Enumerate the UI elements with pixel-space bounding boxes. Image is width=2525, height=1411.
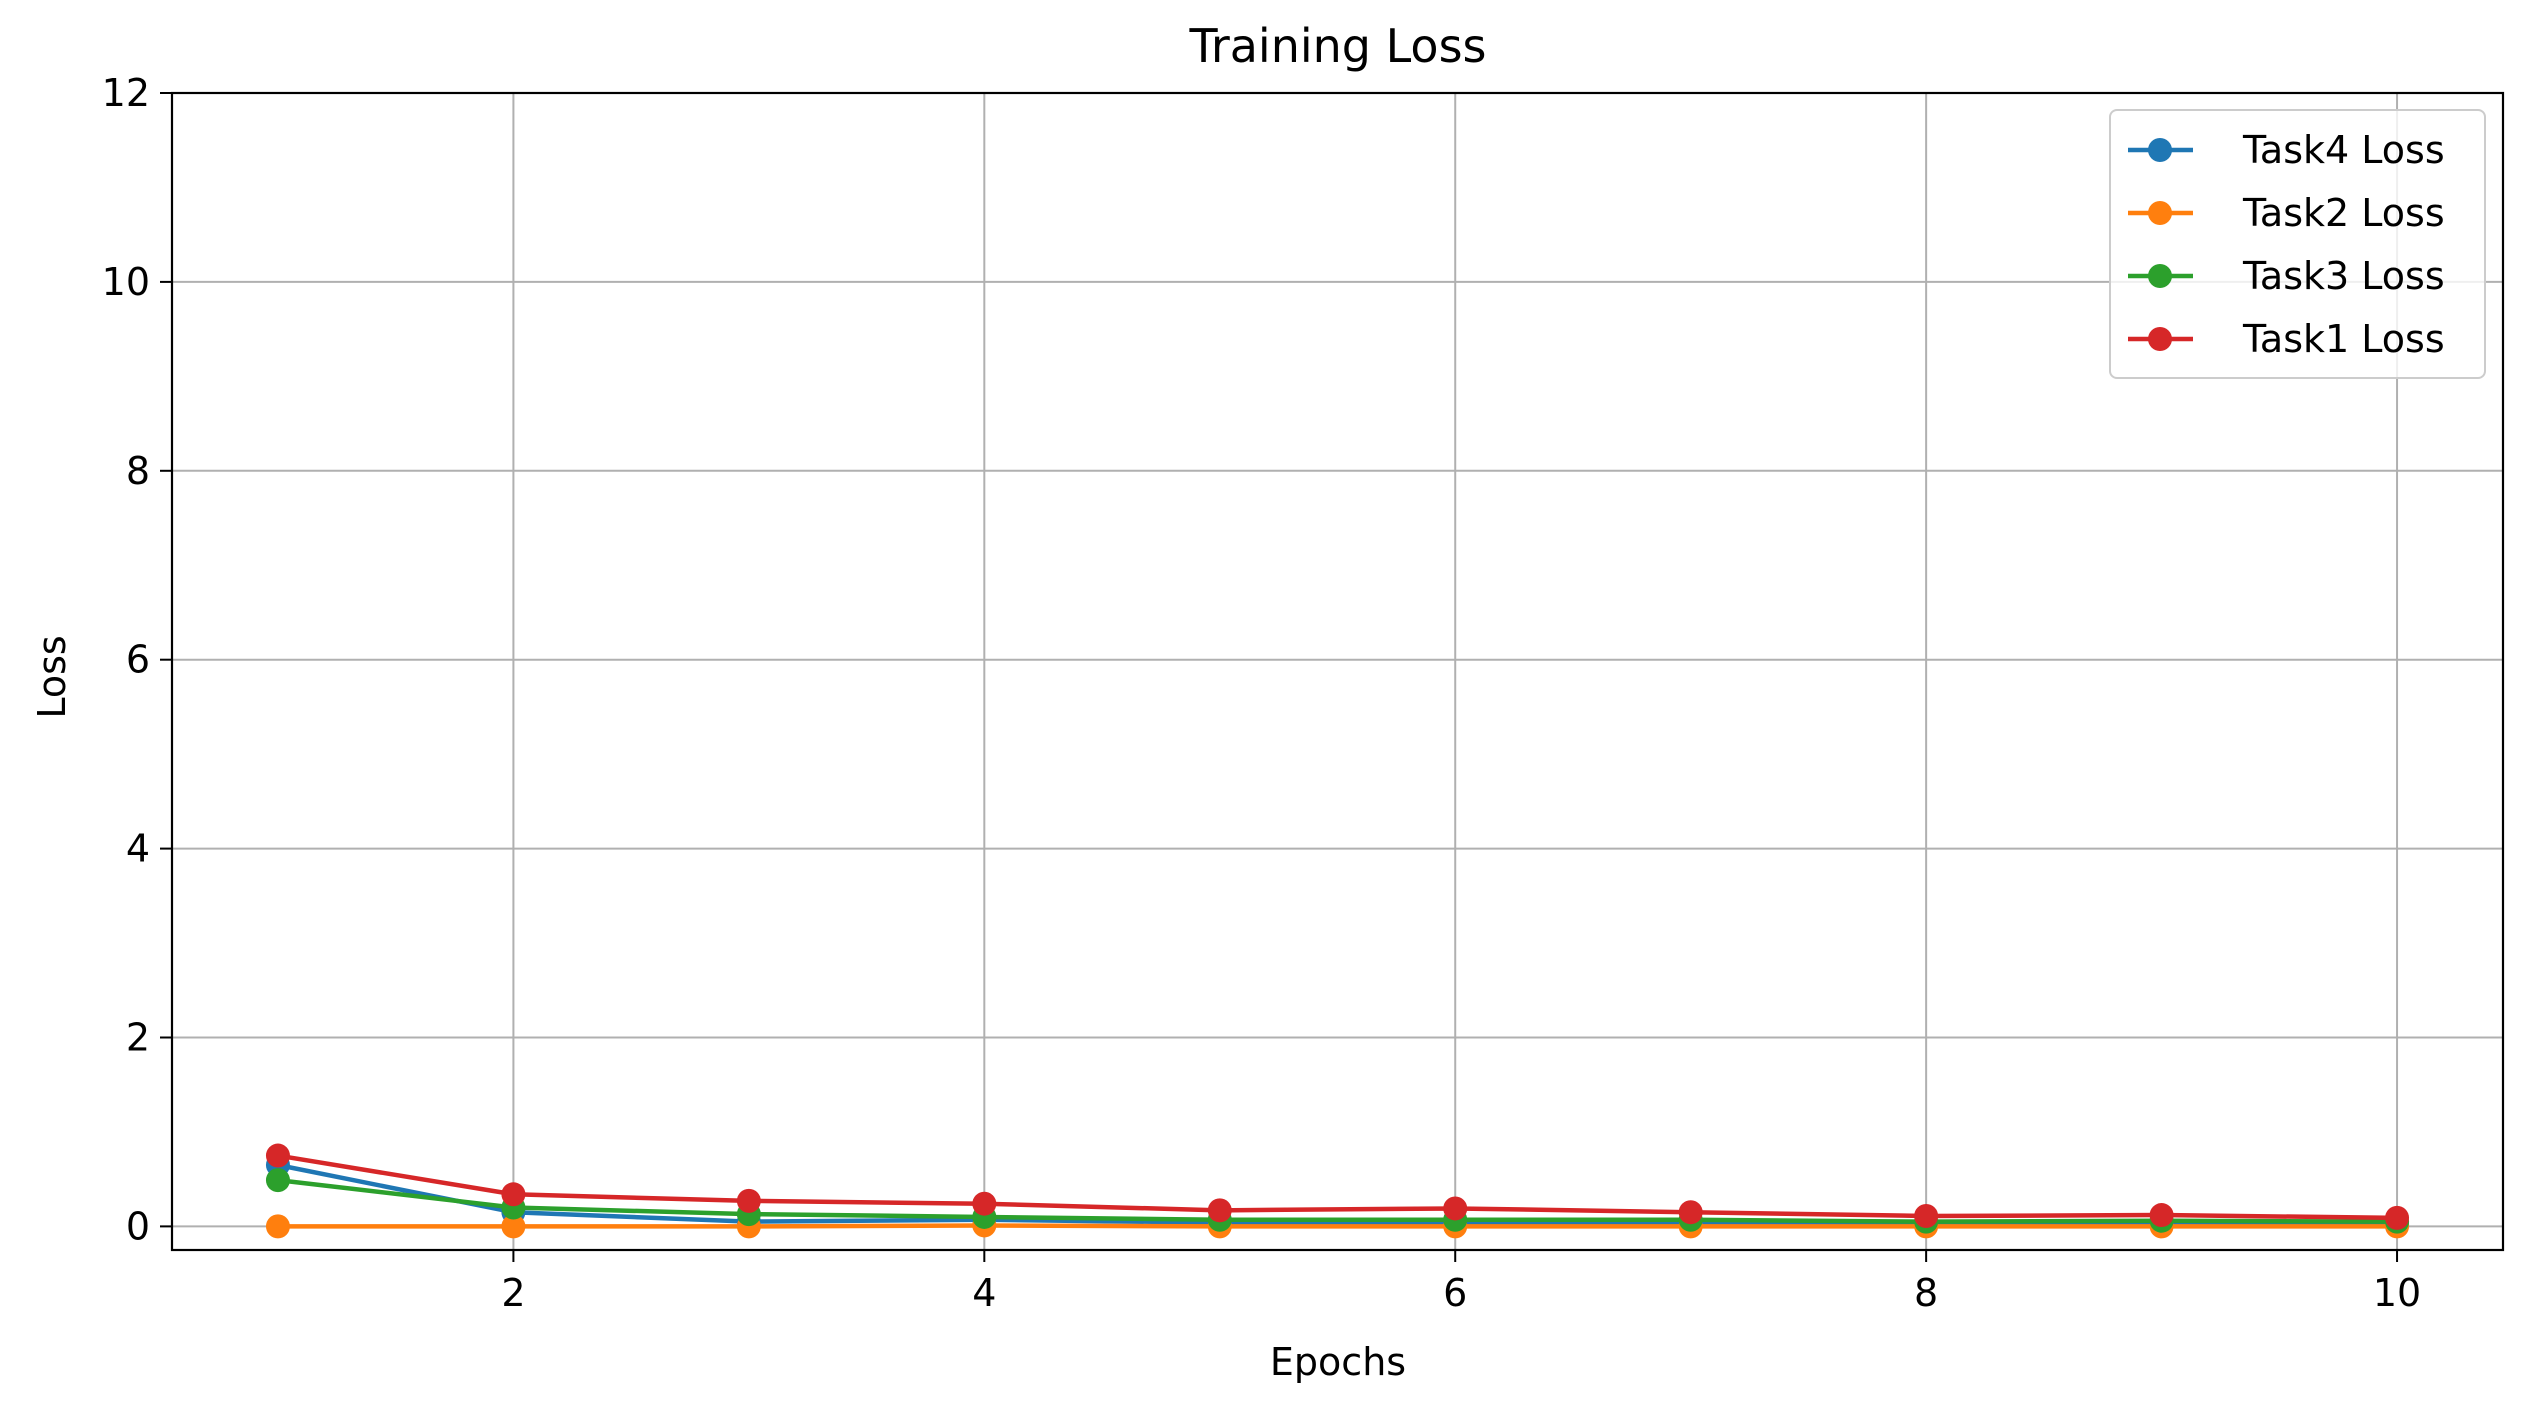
data-point	[265, 1214, 290, 1239]
x-tick-label: 2	[501, 1271, 525, 1315]
y-axis-label: Loss	[30, 635, 74, 718]
data-point	[265, 1168, 290, 1193]
data-point	[501, 1182, 526, 1207]
legend-label: Task1 Loss	[2242, 317, 2445, 361]
legend-swatch-marker	[2148, 138, 2172, 162]
x-tick-label: 6	[1443, 1271, 1467, 1315]
data-point	[501, 1214, 526, 1239]
series-line	[275, 1223, 2400, 1229]
y-tick-label: 2	[126, 1015, 150, 1059]
legend-label: Task2 Loss	[2242, 191, 2445, 235]
chart-title: Training Loss	[1188, 19, 1486, 73]
plot-frame	[170, 91, 2505, 1252]
series-line	[275, 1177, 2400, 1224]
data-point	[1678, 1200, 1703, 1225]
series-task1-loss	[265, 1143, 2410, 1230]
data-point	[736, 1188, 761, 1213]
series-lines	[265, 1143, 2410, 1239]
legend-swatch-marker	[2148, 327, 2172, 351]
data-point	[265, 1143, 290, 1168]
legend-swatch-marker	[2148, 201, 2172, 225]
data-point	[2385, 1205, 2410, 1230]
legend-item: Task2 Loss	[2128, 191, 2445, 235]
data-point	[1207, 1198, 1232, 1223]
x-tick-label: 10	[2373, 1271, 2421, 1315]
legend-item: Task3 Loss	[2128, 254, 2445, 298]
legend-swatch-marker	[2148, 264, 2172, 288]
data-point	[1914, 1203, 1939, 1228]
data-point	[972, 1191, 997, 1216]
y-tick-label: 8	[126, 449, 150, 493]
y-tick-label: 0	[126, 1204, 150, 1248]
y-tick-label: 12	[102, 71, 150, 115]
y-tick-label: 6	[126, 638, 150, 682]
legend-box	[2109, 109, 2486, 379]
legend-item: Task1 Loss	[2128, 317, 2445, 361]
x-tick-label: 8	[1914, 1271, 1938, 1315]
y-tick-label: 10	[102, 260, 150, 304]
legend-label: Task3 Loss	[2242, 254, 2445, 298]
axis-ticks: 2 4 6 8 10 0 2 4 6 8 10 12	[102, 71, 2422, 1315]
legend-item: Task4 Loss	[2128, 128, 2445, 172]
legend-label: Task4 Loss	[2242, 128, 2445, 172]
x-axis-label: Epochs	[1270, 1340, 1406, 1384]
data-point	[1443, 1196, 1468, 1221]
legend: Task4 Loss Task2 Loss Task3 Loss Task1 Loss	[2109, 109, 2486, 379]
y-tick-label: 4	[126, 827, 150, 871]
series-line	[275, 1153, 2400, 1221]
data-point	[2149, 1203, 2174, 1228]
x-tick-label: 4	[972, 1271, 996, 1315]
